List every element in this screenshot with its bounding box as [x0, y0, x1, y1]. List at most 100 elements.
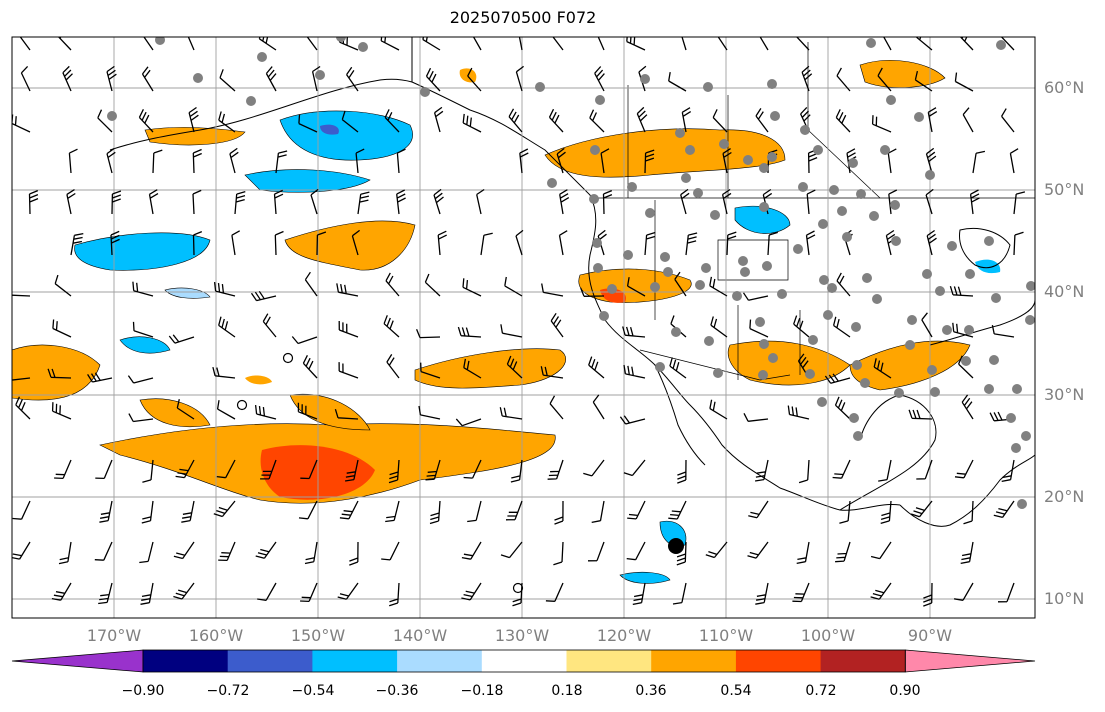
station-dot — [650, 282, 660, 292]
station-dot — [759, 339, 769, 349]
wind-barb — [553, 541, 564, 566]
wind-barb — [923, 582, 933, 607]
wind-barb — [925, 188, 934, 215]
station-dot — [719, 139, 729, 149]
wind-barb — [559, 189, 570, 215]
wind-barb — [1000, 37, 1015, 51]
colorbar-bin — [566, 650, 652, 672]
wind-barb — [218, 111, 236, 133]
wind-barb — [796, 541, 810, 565]
wind-barb — [949, 286, 974, 297]
wind-barb — [234, 190, 246, 215]
station-dot — [984, 236, 994, 246]
station-dot — [1012, 384, 1022, 394]
wind-barb — [834, 396, 851, 420]
colorbar-tick-label: 0.72 — [805, 683, 837, 699]
station-dot — [681, 173, 691, 183]
wind-barb — [298, 114, 318, 133]
wind-barb — [623, 459, 646, 477]
wind-barb — [626, 37, 646, 51]
wind-barb — [12, 114, 31, 133]
wind-barb — [188, 106, 199, 133]
wind-barb — [914, 70, 933, 92]
wind-barb — [504, 276, 523, 297]
wind-barb — [384, 109, 400, 133]
wind-barb — [801, 65, 813, 92]
station-dot — [710, 210, 720, 220]
wind-barb — [181, 500, 195, 523]
wind-barb — [265, 66, 277, 92]
station-dot — [675, 128, 685, 138]
colorbar-tick-label: 0.18 — [551, 683, 583, 699]
wind-barb — [592, 394, 605, 420]
station-dot — [922, 269, 932, 279]
wind-barb — [418, 405, 441, 420]
wind-barb — [19, 37, 31, 51]
wind-barb — [632, 582, 646, 606]
wind-barb — [908, 409, 933, 420]
wind-barb — [954, 72, 974, 92]
wind-barb — [500, 541, 523, 559]
station-dot — [851, 322, 861, 332]
wind-barb — [231, 230, 241, 256]
wind-barb — [668, 500, 687, 520]
wind-barb — [709, 276, 728, 297]
station-dot — [837, 206, 847, 216]
station-dot — [942, 325, 952, 335]
wind-barb — [467, 500, 482, 523]
wind-barb — [472, 37, 482, 51]
lat-label: 50°N — [1044, 180, 1085, 199]
wind-barb — [192, 230, 203, 256]
wind-barb — [519, 148, 529, 174]
wind-barb — [355, 148, 365, 174]
wind-barb — [623, 364, 646, 379]
positive-anomaly-shading — [12, 60, 971, 504]
wind-barb — [547, 459, 564, 480]
wind-barb — [877, 67, 892, 92]
station-dot — [869, 211, 879, 221]
wind-barb — [51, 402, 72, 420]
colorbar-tick-label: −0.54 — [291, 683, 335, 699]
wind-barb — [300, 582, 318, 603]
wind-barb — [12, 541, 31, 560]
wind-barb — [685, 232, 698, 256]
wind-barb — [463, 459, 482, 479]
lon-label: 120°W — [596, 626, 652, 645]
station-dot — [607, 284, 617, 294]
wind-barb — [192, 189, 202, 215]
wind-barb — [425, 459, 441, 481]
map-title: 2025070500 F072 — [449, 8, 597, 27]
wind-barb — [558, 230, 568, 256]
wind-barb — [262, 313, 277, 338]
wind-barb — [588, 356, 605, 379]
station-dot — [246, 96, 256, 106]
wind-barb — [212, 366, 236, 379]
station-dot — [660, 252, 670, 262]
wind-barb — [958, 355, 974, 379]
station-dot — [827, 283, 837, 293]
wind-barb — [141, 500, 154, 524]
station-dot — [743, 155, 753, 165]
wind-barb — [110, 230, 120, 256]
wind-barb — [636, 106, 648, 133]
wind-barb — [681, 37, 687, 51]
wind-barb — [106, 147, 116, 174]
wind-barb — [260, 459, 277, 480]
wind-barb — [422, 37, 441, 51]
wind-barb — [589, 109, 605, 133]
wind-barb — [755, 108, 769, 133]
wind-barb — [743, 413, 769, 422]
wind-barb — [385, 272, 400, 297]
wind-barb — [148, 189, 159, 215]
wind-barb — [709, 399, 728, 420]
wind-barb — [873, 358, 892, 379]
wind-barb — [952, 322, 974, 338]
wind-barb — [959, 37, 974, 51]
station-dot — [848, 158, 858, 168]
wind-barb — [95, 459, 113, 480]
wind-barb — [346, 66, 359, 92]
station-dot — [777, 289, 787, 299]
colorbar-tick-label: −0.36 — [375, 683, 419, 699]
wind-barb — [717, 37, 728, 51]
station-dot — [1021, 431, 1031, 441]
